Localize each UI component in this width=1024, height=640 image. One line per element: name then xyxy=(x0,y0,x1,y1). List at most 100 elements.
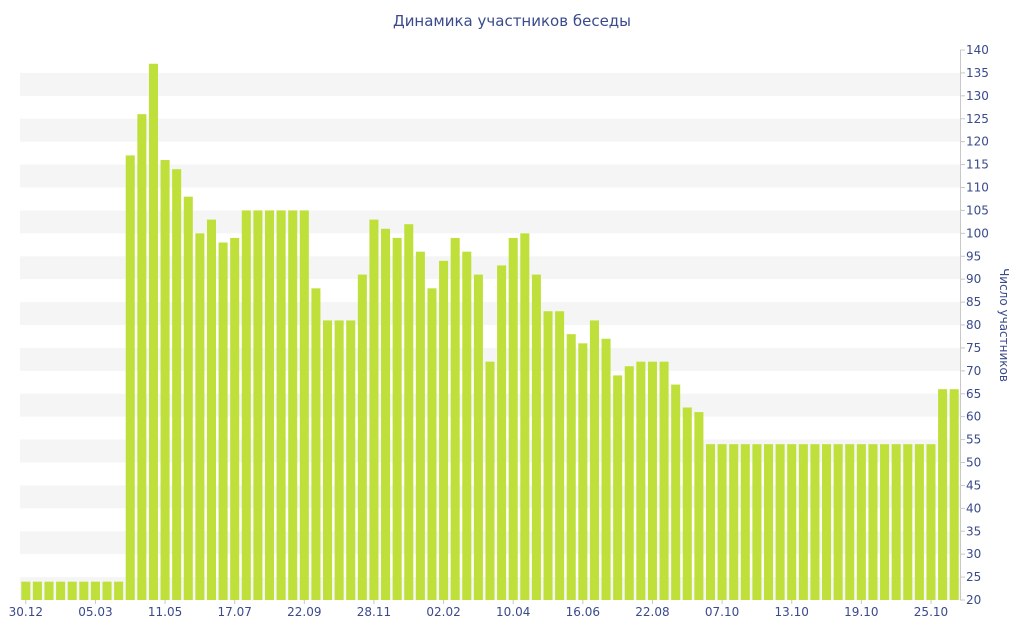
bar xyxy=(497,265,507,600)
x-tick-label: 19.10 xyxy=(844,605,878,619)
y-tick-label: 35 xyxy=(966,524,981,538)
bar xyxy=(218,242,228,600)
bar xyxy=(32,581,42,600)
bar xyxy=(520,233,530,600)
bar xyxy=(415,251,425,601)
y-axis-title: Число участников xyxy=(997,268,1011,382)
bar xyxy=(508,237,518,601)
bars xyxy=(21,63,959,601)
bar xyxy=(334,320,344,600)
bar xyxy=(659,361,669,600)
y-tick-label: 90 xyxy=(966,272,981,286)
bar xyxy=(137,114,147,601)
bar xyxy=(647,361,657,600)
bar xyxy=(299,210,309,601)
grid-band xyxy=(20,72,960,96)
x-tick-label: 25.10 xyxy=(914,605,948,619)
bar xyxy=(253,210,263,601)
bar xyxy=(21,581,31,600)
y-tick-label: 130 xyxy=(966,89,989,103)
bar xyxy=(833,444,843,600)
bar xyxy=(427,288,437,600)
bar xyxy=(381,228,391,600)
y-tick-label: 75 xyxy=(966,341,981,355)
bar xyxy=(880,444,890,600)
bar xyxy=(787,444,797,600)
y-tick-label: 70 xyxy=(966,364,981,378)
y-tick-label: 140 xyxy=(966,43,989,57)
x-axis-ticks: 30.12 05.03 11.05 17.07 22.09 28.11 02.02 10.04… xyxy=(9,600,948,619)
bar xyxy=(926,444,936,600)
y-tick-label: 55 xyxy=(966,433,981,447)
y-tick-label: 135 xyxy=(966,66,989,80)
y-tick-label: 105 xyxy=(966,203,989,217)
bar xyxy=(311,288,321,600)
y-tick-label: 25 xyxy=(966,570,981,584)
bar xyxy=(775,444,785,600)
bar xyxy=(856,444,866,600)
y-tick-label: 30 xyxy=(966,547,981,561)
bar xyxy=(439,260,449,600)
y-tick-label: 110 xyxy=(966,181,989,195)
bar xyxy=(891,444,901,600)
bar xyxy=(323,320,333,600)
chart-title: Динамика участников беседы xyxy=(392,12,632,30)
bar xyxy=(531,274,541,600)
y-tick-label: 125 xyxy=(966,112,989,126)
bar xyxy=(636,361,646,600)
bar xyxy=(462,251,472,601)
y-tick-label: 45 xyxy=(966,478,981,492)
bar xyxy=(90,581,100,600)
bar xyxy=(938,389,948,600)
bar xyxy=(845,444,855,600)
y-axis-ticks: 20 25 30 35 40 45 50 55 60 65 70 75 80 85 90 95 100 105 11… xyxy=(960,43,989,607)
bar xyxy=(624,366,634,600)
x-tick-label: 13.10 xyxy=(775,605,809,619)
bar xyxy=(566,334,576,600)
bar xyxy=(102,581,112,600)
bar xyxy=(125,155,135,601)
bar xyxy=(613,375,623,600)
bar xyxy=(276,210,286,601)
y-tick-label: 65 xyxy=(966,387,981,401)
bar xyxy=(798,444,808,600)
bar xyxy=(717,444,727,600)
bar xyxy=(949,389,959,600)
bar xyxy=(694,412,704,600)
bar xyxy=(601,338,611,600)
y-tick-label: 40 xyxy=(966,501,981,515)
x-tick-label: 22.09 xyxy=(287,605,321,619)
bar xyxy=(114,581,124,600)
bar xyxy=(264,210,275,601)
grid-band xyxy=(20,118,960,142)
bar xyxy=(195,233,205,600)
bar xyxy=(241,210,251,601)
y-tick-label: 50 xyxy=(966,456,981,470)
bar xyxy=(79,581,89,600)
bar xyxy=(357,274,367,600)
bar xyxy=(183,196,193,601)
x-tick-label: 30.12 xyxy=(9,605,43,619)
bar xyxy=(148,63,158,600)
bar xyxy=(555,311,565,600)
y-tick-label: 100 xyxy=(966,226,989,240)
y-tick-label: 115 xyxy=(966,158,989,172)
bar xyxy=(810,444,820,600)
bar xyxy=(160,160,170,600)
bar xyxy=(763,444,774,600)
bar xyxy=(705,444,716,600)
bar xyxy=(903,444,913,600)
bar xyxy=(578,343,588,600)
x-tick-label: 07.10 xyxy=(705,605,739,619)
bar xyxy=(392,237,402,601)
y-tick-label: 80 xyxy=(966,318,981,332)
x-tick-label: 16.06 xyxy=(566,605,600,619)
x-tick-label: 11.05 xyxy=(148,605,182,619)
bar xyxy=(740,444,750,600)
bar xyxy=(288,210,298,601)
y-tick-label: 85 xyxy=(966,295,981,309)
bar xyxy=(56,581,66,600)
x-tick-label: 02.02 xyxy=(426,605,460,619)
bar xyxy=(543,311,553,600)
